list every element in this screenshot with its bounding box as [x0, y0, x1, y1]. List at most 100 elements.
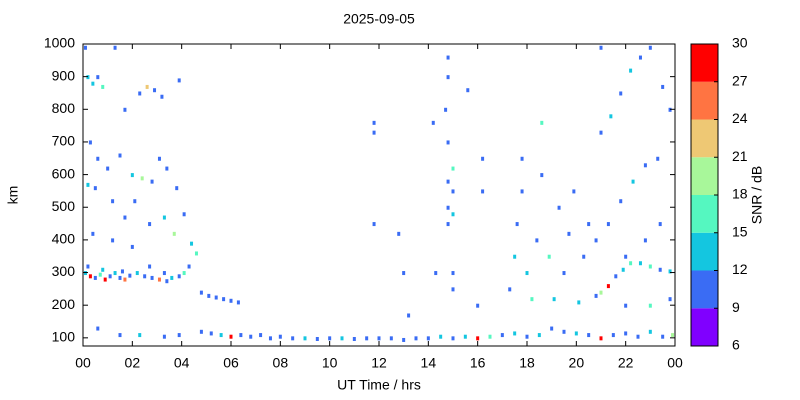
- point: [113, 271, 117, 276]
- point: [88, 274, 92, 279]
- point: [209, 331, 213, 336]
- point: [162, 215, 166, 220]
- point: [537, 333, 541, 338]
- point: [397, 231, 401, 236]
- point: [550, 326, 554, 331]
- point: [118, 153, 122, 158]
- plot-frame: [82, 43, 676, 347]
- x-tick-label: 10: [322, 355, 338, 371]
- point: [103, 277, 107, 282]
- colorbar-segment: [691, 308, 718, 346]
- point: [259, 333, 263, 338]
- x-tick-label: 00: [667, 355, 683, 371]
- point: [372, 222, 376, 227]
- point: [150, 179, 154, 184]
- point: [451, 287, 455, 292]
- point: [621, 267, 625, 272]
- point: [434, 271, 438, 276]
- colorbar-tick-label: 30: [732, 35, 748, 51]
- point: [135, 271, 139, 276]
- point: [96, 326, 100, 331]
- colorbar-tick-label: 27: [732, 72, 748, 88]
- point: [340, 336, 344, 341]
- y-tick-label: 1000: [44, 35, 75, 51]
- point: [648, 264, 652, 269]
- point: [599, 130, 603, 135]
- point: [547, 254, 551, 259]
- point: [624, 331, 628, 336]
- colorbar-segment: [691, 119, 718, 158]
- point: [108, 274, 112, 279]
- point: [229, 298, 233, 303]
- point: [372, 120, 376, 125]
- point: [648, 45, 652, 50]
- point: [229, 334, 233, 339]
- point: [138, 333, 142, 338]
- point: [451, 271, 455, 276]
- point: [177, 78, 181, 83]
- point: [160, 94, 164, 99]
- point: [614, 274, 618, 279]
- point: [111, 199, 115, 204]
- point: [606, 284, 610, 289]
- point: [372, 130, 376, 135]
- point: [656, 156, 660, 161]
- point: [606, 222, 610, 227]
- point: [624, 254, 628, 259]
- point: [648, 329, 652, 334]
- point: [661, 84, 665, 89]
- y-tick-label: 400: [52, 231, 76, 247]
- point: [446, 55, 450, 60]
- point: [426, 336, 430, 341]
- point: [624, 303, 628, 308]
- colorbar-segment: [691, 44, 718, 82]
- point: [402, 271, 406, 276]
- y-tick-label: 900: [52, 67, 76, 83]
- point: [631, 179, 635, 184]
- point: [525, 271, 529, 276]
- point: [594, 238, 598, 243]
- point: [407, 313, 411, 318]
- colorbar-tick-label: 12: [732, 261, 748, 277]
- point: [148, 264, 152, 269]
- point: [239, 333, 243, 338]
- point: [451, 189, 455, 194]
- colorbar-segment: [691, 270, 718, 309]
- point: [86, 264, 90, 269]
- point: [148, 222, 152, 227]
- point: [476, 336, 480, 341]
- point: [562, 271, 566, 276]
- point: [535, 238, 539, 243]
- point: [162, 271, 166, 276]
- point: [446, 222, 450, 227]
- point: [582, 254, 586, 259]
- point: [389, 336, 393, 341]
- point: [118, 333, 122, 338]
- x-tick-label: 22: [618, 355, 634, 371]
- point: [214, 295, 218, 300]
- point: [111, 238, 115, 243]
- x-tick-label: 20: [569, 355, 585, 371]
- point: [157, 156, 161, 161]
- chart-title: 2025-09-05: [343, 11, 415, 27]
- point: [402, 337, 406, 342]
- point: [439, 334, 443, 339]
- point: [446, 75, 450, 80]
- colorbar-tick-label: 18: [732, 186, 748, 202]
- point: [249, 334, 253, 339]
- point: [431, 120, 435, 125]
- colorbar-tick-label: 24: [732, 110, 748, 126]
- point: [599, 336, 603, 341]
- point: [96, 75, 100, 80]
- point: [177, 274, 181, 279]
- x-tick-label: 00: [75, 355, 91, 371]
- point: [451, 166, 455, 171]
- colorbar-segment: [691, 81, 718, 120]
- point: [661, 334, 665, 339]
- point: [182, 271, 186, 276]
- colorbar-label: SNR / dB: [749, 166, 765, 224]
- point: [446, 140, 450, 145]
- point: [88, 140, 92, 145]
- colorbar-segment: [691, 232, 718, 271]
- y-tick-label: 200: [52, 296, 76, 312]
